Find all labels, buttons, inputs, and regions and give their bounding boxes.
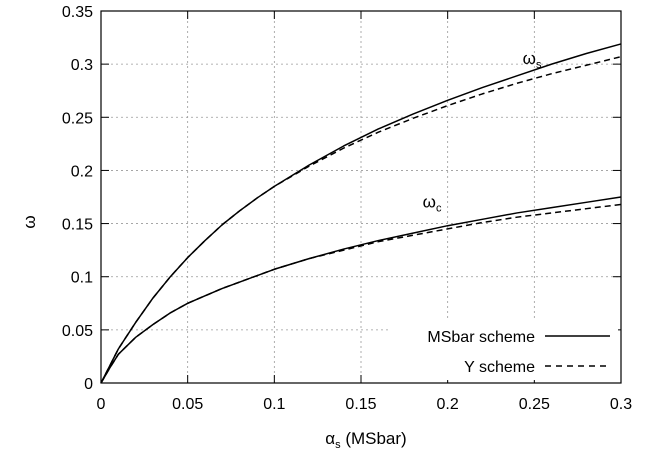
series-omega-c-y: [100, 203, 622, 384]
x-axis-title-subscript: s: [335, 439, 341, 451]
y-tick-label: 0: [84, 376, 93, 393]
x-tick-label: 0.2: [437, 396, 459, 413]
y-tick-label: 0.3: [71, 57, 93, 74]
x-tick-label: 0: [97, 396, 106, 413]
x-tick-label: 0.25: [519, 396, 550, 413]
x-axis-title-symbol: α: [325, 429, 335, 448]
annotation-omega-c-subscript: c: [436, 202, 442, 214]
ticks: [100, 10, 622, 384]
tick-labels: 0 0.05 0.1 0.15 0.2 0.25 0.3 0 0.05 0.1 0.15 0.2 0.2…: [62, 4, 632, 413]
y-tick-label: 0.15: [62, 217, 93, 234]
legend-label-y: Y scheme: [464, 359, 535, 376]
annotation-omega-c-symbol: ω: [423, 192, 436, 211]
annotation-omega-s-symbol: ω: [523, 49, 536, 68]
annotation-omega-s-subscript: s: [536, 59, 542, 71]
y-tick-label: 0.2: [71, 163, 93, 180]
x-axis-title-rest: (MSbar): [341, 429, 407, 448]
y-tick-label: 0.35: [62, 4, 93, 21]
x-tick-label: 0.1: [263, 396, 285, 413]
y-tick-label: 0.05: [62, 323, 93, 340]
y-tick-label: 0.1: [71, 270, 93, 287]
y-axis-title: ω: [20, 215, 39, 228]
x-axis-title: αs (MSbar): [325, 429, 406, 451]
annotation-omega-c: ωc: [423, 192, 442, 214]
legend-background: [390, 318, 618, 380]
y-tick-label: 0.25: [62, 110, 93, 127]
x-tick-label: 0.15: [345, 396, 376, 413]
curves: [100, 43, 622, 384]
annotation-omega-s: ωs: [523, 49, 542, 71]
x-tick-label: 0.05: [172, 396, 203, 413]
legend-label-msbar: MSbar scheme: [427, 329, 535, 346]
series-omega-s-y: [100, 55, 622, 384]
x-tick-label: 0.3: [610, 396, 632, 413]
legend: MSbar scheme Y scheme: [390, 318, 618, 380]
grid: [101, 11, 621, 383]
